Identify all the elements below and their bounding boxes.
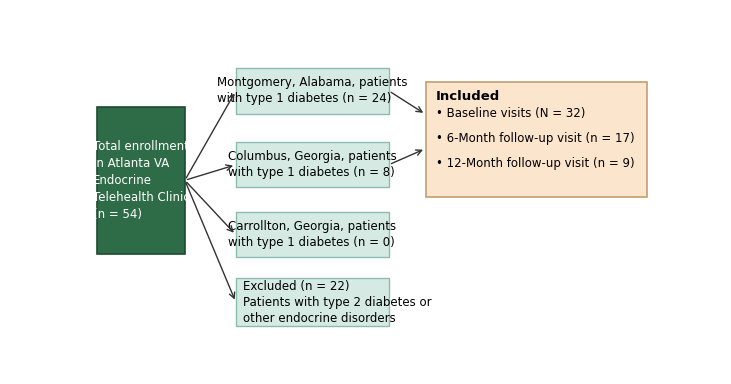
Text: Montgomery, Alabama, patients
with type 1 diabetes (n = 24): Montgomery, Alabama, patients with type … — [217, 76, 408, 105]
FancyBboxPatch shape — [97, 107, 185, 253]
FancyBboxPatch shape — [236, 278, 389, 326]
Text: Excluded (n = 22)
Patients with type 2 diabetes or
other endocrine disorders: Excluded (n = 22) Patients with type 2 d… — [243, 280, 431, 325]
Text: • 12-Month follow-up visit (n = 9): • 12-Month follow-up visit (n = 9) — [436, 157, 635, 170]
FancyBboxPatch shape — [236, 68, 389, 114]
Text: Carrollton, Georgia, patients
with type 1 diabetes (n = 0): Carrollton, Georgia, patients with type … — [228, 220, 396, 249]
Text: Columbus, Georgia, patients
with type 1 diabetes (n = 8): Columbus, Georgia, patients with type 1 … — [228, 150, 397, 179]
FancyBboxPatch shape — [236, 212, 389, 257]
Text: • 6-Month follow-up visit (n = 17): • 6-Month follow-up visit (n = 17) — [436, 132, 635, 145]
FancyBboxPatch shape — [425, 83, 646, 197]
FancyBboxPatch shape — [236, 142, 389, 187]
Text: Total enrollment
in Atlanta VA
Endocrine
Telehealth Clinic
(n = 54): Total enrollment in Atlanta VA Endocrine… — [93, 140, 189, 221]
Text: • Baseline visits (N = 32): • Baseline visits (N = 32) — [436, 107, 586, 120]
Text: Included: Included — [436, 89, 500, 103]
